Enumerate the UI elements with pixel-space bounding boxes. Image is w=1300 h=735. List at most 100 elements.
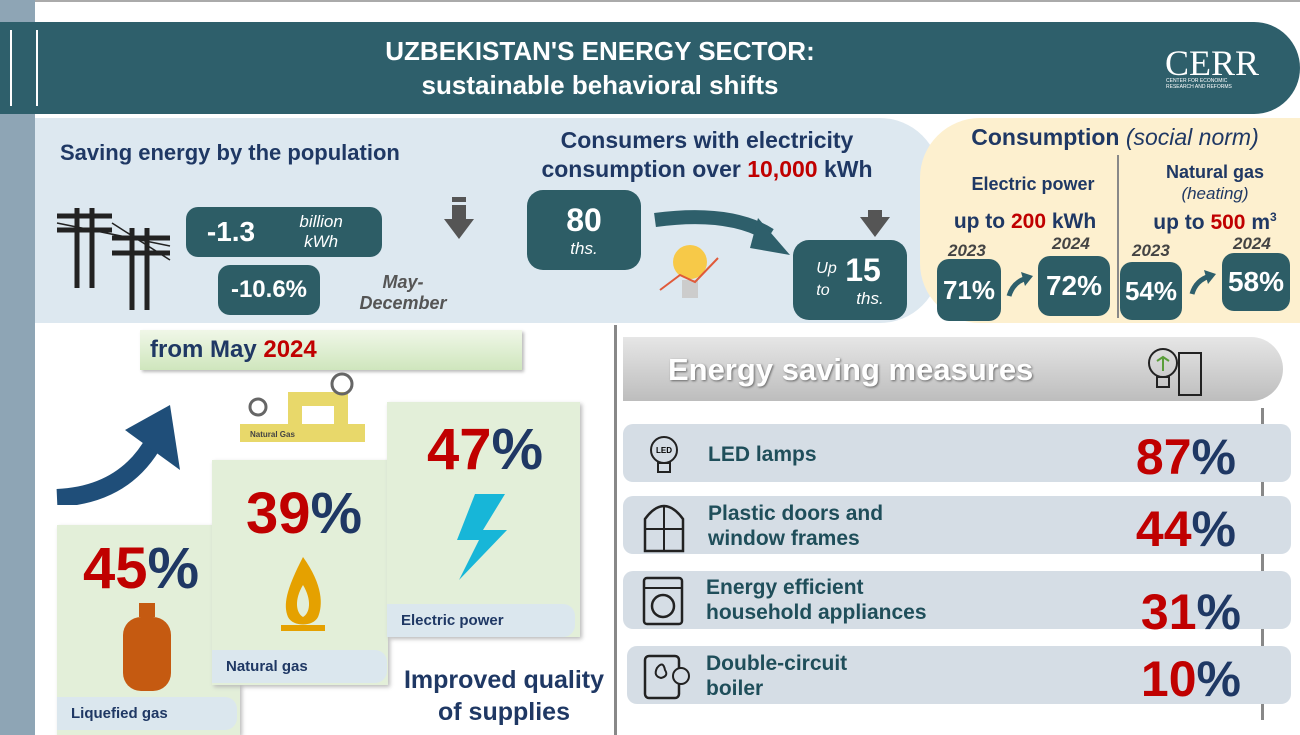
up-arrow	[1189, 270, 1216, 295]
percent-unit: %	[147, 536, 200, 601]
measure-value-wrap: 31%	[1141, 583, 1241, 641]
year: 2023	[1132, 241, 1170, 260]
consumption-title: Consumption	[971, 124, 1120, 150]
measure-unit: %	[1191, 429, 1236, 485]
measure-label: Energy efficient household appliances	[706, 576, 927, 624]
header-subtitle: sustainable behavioral shifts	[421, 70, 779, 100]
measure-value: 31	[1140, 584, 1197, 640]
measure-value: 87	[1135, 429, 1192, 485]
measure-value: 44	[1135, 501, 1192, 557]
consumers-after-unit: ths.	[856, 288, 884, 308]
pipe-label: Natural Gas	[250, 430, 295, 439]
consumption-title-wrap: Consumption (social norm)	[930, 124, 1300, 151]
header-stripes	[10, 30, 38, 106]
electric-norm: up to 200 kWh	[940, 210, 1110, 234]
consumption-divider	[1117, 155, 1119, 318]
card: 45% Liquefied gas	[57, 525, 240, 735]
year: 2024	[1052, 234, 1090, 253]
share-box: 71%	[937, 259, 1001, 321]
measure-label: Double-circuit boiler	[706, 652, 848, 700]
measure-row: Energy efficient household appliances 31…	[623, 571, 1291, 640]
quality-caption: Improved quality of supplies	[403, 666, 605, 726]
card: 47% Electric power	[387, 402, 580, 637]
measure-unit: %	[1196, 584, 1241, 640]
norm-prefix: up to	[1153, 211, 1211, 234]
card-label: Liquefied gas	[57, 697, 237, 730]
power-pylon-icon	[56, 208, 171, 310]
share-box: 72%	[1038, 256, 1110, 316]
saving-amount-box: -1.3 billion kWh	[186, 207, 382, 257]
norm-unit-sup: 3	[1270, 210, 1277, 224]
flame-icon	[281, 557, 325, 631]
logo: CERR	[1165, 43, 1260, 83]
banner: from May 2024	[140, 330, 522, 370]
top-line	[35, 0, 1300, 2]
card-percent: 39%	[246, 480, 362, 547]
consumers-before-box: 80 ths.	[527, 190, 641, 270]
card-percent: 47%	[427, 416, 543, 483]
side-strip	[0, 0, 35, 735]
pipe-icon: Natural Gas	[240, 372, 365, 442]
measure-row: Double-circuit boiler 10%	[627, 646, 1291, 707]
banner-prefix: from May	[150, 336, 264, 363]
measure-value-wrap: 87%	[1136, 428, 1236, 486]
gas-cylinder-icon	[123, 603, 171, 691]
saving-percent: -10.6%	[218, 265, 320, 315]
norm-prefix: up to	[953, 210, 1011, 233]
saving-period: May-December	[359, 272, 447, 313]
saving-unit: billion kWh	[299, 212, 343, 251]
consumers-title-line1: Consumers with electricity	[560, 127, 854, 153]
card-label: Natural gas	[212, 650, 387, 683]
measure-unit: %	[1191, 501, 1236, 557]
card-label: Electric power	[387, 604, 575, 637]
saving-title: Saving energy by the population	[60, 140, 400, 165]
measure-row: LED LED lamps 87%	[623, 424, 1291, 485]
washer-icon	[642, 576, 684, 626]
led-text: LED	[656, 446, 672, 455]
norm-value: 500	[1210, 211, 1246, 234]
measure-value-wrap: 44%	[1136, 500, 1236, 558]
consumers-after-box: Up to 15 ths.	[793, 240, 907, 320]
consumption-note: (social norm)	[1125, 124, 1259, 150]
window-icon	[643, 504, 685, 553]
gas-label: Natural gas	[1165, 162, 1265, 182]
share-box: 54%	[1120, 262, 1182, 320]
gas-note: (heating)	[1181, 184, 1249, 203]
header-band: UZBEKISTAN'S ENERGY SECTOR: sustainable …	[0, 22, 1300, 114]
boiler-icon	[643, 654, 690, 700]
big-arrow	[56, 405, 180, 505]
card: 39% Natural gas	[212, 460, 388, 685]
consumers-title-line2-wrap: consumption over 10,000 kWh	[500, 155, 914, 184]
electric-label: Electric power	[971, 174, 1095, 194]
bulb-building-icon	[1148, 348, 1202, 396]
year: 2023	[948, 241, 986, 260]
measures-header: Energy saving measures	[623, 337, 1283, 401]
consumers-before-value: 80	[566, 201, 602, 238]
banner-year: 2024	[263, 336, 317, 363]
norm-unit: kWh	[1046, 210, 1097, 233]
down-arrow	[444, 197, 474, 239]
measure-unit: %	[1196, 651, 1241, 707]
norm-value: 200	[1010, 210, 1047, 233]
consumers-title: Consumers with electricity consumption o…	[500, 126, 914, 184]
header-title: UZBEKISTAN'S ENERGY SECTOR:	[385, 36, 815, 66]
card-percent: 45%	[83, 535, 199, 602]
percent-unit: %	[491, 417, 544, 482]
norm-unit: m	[1245, 211, 1271, 234]
gas-norm: up to 500 m3	[1130, 210, 1300, 235]
percent-value: 45	[83, 536, 148, 601]
up-arrow	[1006, 272, 1033, 297]
led-icon: LED	[650, 436, 678, 473]
share-box: 58%	[1222, 253, 1290, 311]
percent-unit: %	[310, 481, 363, 546]
measure-row: Plastic doors and window frames 44%	[623, 496, 1291, 557]
percent-value: 39	[246, 481, 311, 546]
consumers-after-value: 15	[845, 251, 881, 288]
consumers-threshold-unit: kWh	[817, 156, 873, 182]
lightning-icon	[457, 494, 507, 580]
top-panel	[35, 118, 940, 323]
measures-title: Energy saving measures	[668, 352, 1034, 387]
consumers-after-prefix: Up to	[816, 260, 837, 299]
logo-sub: CENTER FOR ECONOMIC RESEARCH AND REFORMS	[1166, 78, 1232, 90]
